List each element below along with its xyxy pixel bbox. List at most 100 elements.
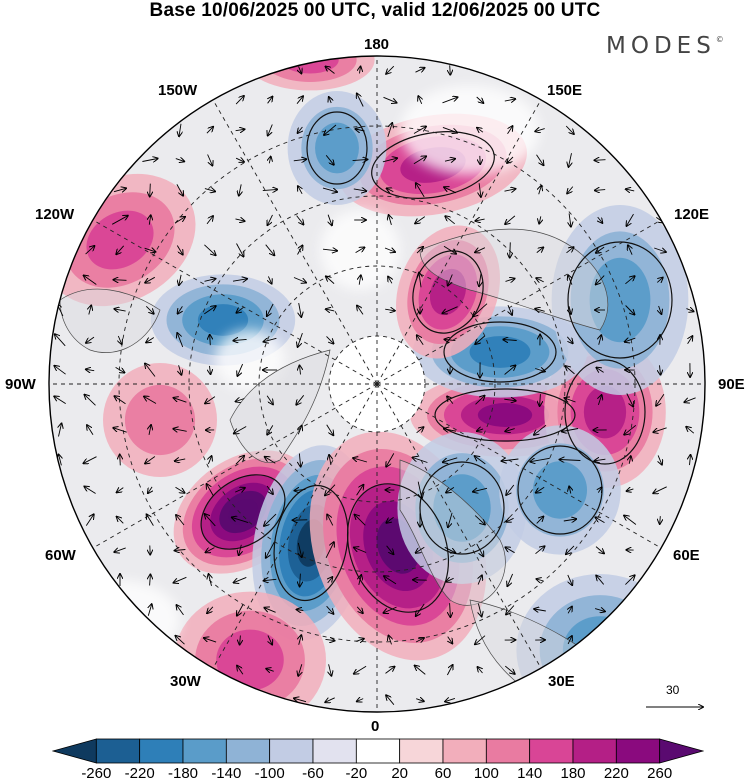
wind-vector — [383, 96, 397, 102]
wind-vector — [352, 159, 368, 160]
wind-vector — [419, 273, 421, 288]
wind-vector — [84, 487, 96, 494]
wind-vector — [560, 460, 581, 461]
wind-vector — [447, 665, 452, 676]
wind-vector — [296, 395, 305, 404]
lon-label-90w: 90W — [5, 376, 36, 393]
wind-vector — [356, 639, 364, 642]
wind-vector — [389, 636, 392, 645]
wind-vector — [624, 424, 637, 434]
lon-label-30w: 30W — [170, 673, 201, 690]
wind-vector — [507, 126, 513, 135]
wind-vector — [120, 455, 121, 466]
wind-vector — [536, 486, 545, 492]
wind-vector — [208, 456, 211, 465]
wind-vector — [329, 97, 331, 104]
wind-vector — [89, 306, 91, 315]
colorbar-tick-label: 60 — [434, 765, 452, 782]
wind-vector — [149, 215, 150, 225]
wind-vector — [448, 512, 453, 527]
neutral-patch — [215, 330, 285, 390]
wind-vector — [444, 159, 455, 161]
wind-vector — [537, 579, 544, 581]
lon-label-0: 0 — [371, 718, 380, 735]
wind-vector — [598, 487, 601, 492]
colorbar-swatch — [355, 738, 401, 764]
wind-vector — [173, 429, 187, 432]
colorbar-tick-label: -220 — [124, 765, 155, 782]
wind-vector — [359, 275, 361, 285]
wind-vector — [55, 334, 66, 347]
wind-vector — [148, 486, 152, 493]
wind-vector — [298, 126, 303, 133]
wind-vector — [293, 159, 306, 161]
wind-vector — [386, 545, 394, 554]
wind-vector — [387, 188, 394, 191]
lon-label-60w: 60W — [45, 547, 76, 564]
colorbar-swatch — [225, 738, 271, 764]
wind-vector — [85, 395, 96, 406]
wind-vector — [176, 245, 182, 255]
graticule — [49, 56, 705, 712]
wind-vector — [475, 456, 486, 465]
wind-vector — [295, 489, 306, 490]
wind-vector — [328, 577, 333, 584]
wind-vector — [625, 575, 634, 585]
wind-vector — [478, 575, 482, 585]
wind-vector — [505, 665, 514, 674]
anomaly-shading — [263, 56, 357, 82]
wind-vector — [266, 395, 273, 405]
modes-logo: MODES© — [606, 33, 724, 59]
wind-vector — [266, 669, 274, 672]
wind-vector — [235, 129, 245, 130]
wind-vector — [175, 550, 186, 551]
wind-vector — [207, 154, 213, 166]
wind-vector — [204, 306, 215, 315]
wind-vector — [413, 127, 426, 134]
colorbar-tick-label: 180 — [560, 765, 586, 782]
wind-vector — [268, 635, 272, 645]
wind-vectors — [54, 65, 696, 705]
wind-vector — [114, 280, 127, 281]
wind-vector — [534, 424, 547, 435]
wind-vector — [535, 369, 545, 372]
wind-vector — [417, 335, 424, 345]
wind-vector — [386, 453, 395, 466]
colorbar-tick-label: -180 — [167, 765, 199, 782]
wind-vector — [444, 546, 455, 552]
latitude-circle — [258, 265, 496, 503]
wind-vector — [686, 309, 693, 312]
wind-vector — [325, 542, 334, 559]
wind-vector — [149, 425, 151, 435]
wind-vector — [235, 488, 245, 492]
wind-vector — [354, 548, 367, 553]
wind-vector — [360, 67, 361, 74]
colorbar-swatch — [659, 738, 704, 764]
wind-vector — [325, 484, 336, 496]
wind-vector — [539, 186, 542, 195]
wind-vector — [206, 216, 213, 225]
wind-vector — [477, 429, 484, 431]
wind-vector — [264, 608, 276, 613]
wind-vector — [294, 698, 307, 701]
wind-vector — [658, 455, 662, 464]
wind-vector — [262, 189, 277, 190]
wind-vector — [264, 513, 277, 526]
map-title: Base 10/06/2025 00 UTC, valid 12/06/2025… — [149, 0, 601, 21]
coastline — [229, 349, 331, 463]
wind-vector — [475, 635, 486, 645]
height-contour — [200, 474, 286, 550]
wind-vector — [416, 546, 425, 553]
wind-vector — [265, 244, 275, 256]
wind-vector — [85, 246, 95, 255]
wind-vector — [175, 159, 184, 162]
wind-vector — [506, 518, 514, 521]
wind-vector — [266, 485, 273, 494]
wind-vector — [442, 306, 458, 314]
wind-vector — [505, 215, 516, 224]
wind-vector — [415, 216, 426, 224]
wind-vector — [448, 274, 453, 286]
anomaly-shading — [124, 384, 196, 456]
wind-vector — [299, 453, 300, 467]
wind-vector — [116, 245, 125, 254]
